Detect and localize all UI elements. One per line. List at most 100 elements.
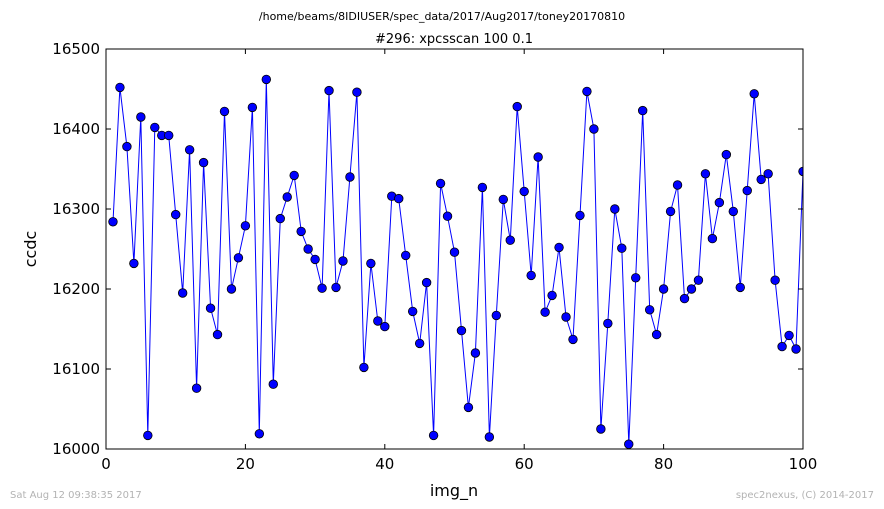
data-point — [345, 172, 355, 182]
data-point — [421, 277, 432, 288]
x-tick-label: 20 — [236, 455, 255, 473]
data-point — [226, 284, 237, 294]
data-point — [338, 256, 348, 266]
data-point — [435, 178, 446, 189]
data-point — [261, 74, 272, 85]
data-point — [164, 130, 174, 141]
y-axis-label: ccdc — [21, 231, 40, 268]
data-point — [136, 112, 146, 122]
data-point — [449, 247, 460, 257]
data-point — [603, 318, 613, 329]
data-point — [219, 106, 230, 117]
data-point — [240, 221, 251, 231]
data-point — [254, 429, 265, 439]
footer-credit: spec2nexus, (C) 2014-2017 — [736, 490, 874, 501]
data-point — [679, 293, 690, 304]
data-point — [324, 85, 334, 96]
data-point — [561, 312, 571, 322]
data-point — [624, 439, 634, 449]
data-point — [610, 204, 620, 214]
data-point — [373, 316, 383, 326]
data-point — [477, 182, 488, 193]
data-point — [143, 430, 153, 441]
series-line — [112, 79, 804, 445]
data-point — [108, 217, 118, 227]
chart-suptitle: /home/beams/8IDIUSER/spec_data/2017/Aug2… — [259, 10, 625, 23]
data-point — [791, 344, 801, 354]
data-point — [665, 206, 676, 217]
data-point — [463, 402, 474, 413]
data-point — [756, 174, 766, 185]
data-point — [491, 310, 502, 321]
footer-timestamp: Sat Aug 12 09:38:35 2017 — [10, 490, 142, 501]
x-tick-label: 80 — [654, 455, 673, 473]
data-point — [296, 226, 306, 237]
data-point — [631, 273, 641, 283]
data-point — [303, 244, 313, 254]
x-tick-label: 0 — [101, 455, 111, 473]
data-point — [617, 243, 627, 253]
data-point — [519, 186, 529, 197]
data-point — [122, 141, 132, 152]
data-point — [442, 211, 453, 221]
data-point — [401, 250, 411, 261]
data-point — [742, 185, 752, 196]
data-point — [198, 157, 209, 168]
data-point — [644, 305, 655, 315]
x-axis-label: img_n — [430, 481, 478, 501]
data-point — [317, 283, 327, 293]
data-point — [170, 209, 181, 220]
data-point — [247, 102, 258, 113]
data-point — [184, 145, 195, 155]
data-point — [672, 180, 683, 190]
data-point — [407, 306, 418, 317]
y-tick-label: 16300 — [52, 200, 100, 218]
data-point — [686, 284, 697, 294]
data-point — [275, 213, 285, 224]
y-tick-label: 16200 — [52, 280, 100, 298]
data-point — [505, 235, 515, 245]
x-tick-label: 60 — [515, 455, 534, 473]
data-point — [714, 197, 725, 208]
data-point — [547, 290, 557, 301]
data-point — [651, 329, 662, 340]
y-tick-label: 16100 — [52, 360, 100, 378]
plot-area-frame — [105, 48, 804, 450]
data-point — [414, 338, 425, 349]
data-point — [693, 275, 704, 285]
data-point — [380, 321, 390, 332]
data-point — [115, 82, 125, 93]
data-point — [129, 258, 139, 269]
data-point — [177, 288, 188, 298]
data-point — [735, 282, 745, 293]
data-point — [589, 124, 599, 134]
data-point — [310, 254, 320, 265]
chart-title: #296: xpcsscan 100 0.1 — [375, 32, 533, 47]
data-point — [394, 193, 404, 204]
data-point — [512, 101, 522, 112]
data-point — [289, 170, 299, 181]
data-point — [700, 169, 711, 179]
data-point — [498, 194, 508, 205]
data-point — [777, 341, 787, 352]
data-point — [191, 383, 202, 393]
series-markers — [108, 74, 803, 449]
y-tick-label: 16500 — [52, 40, 100, 58]
data-point — [784, 330, 794, 341]
data-point — [331, 282, 341, 293]
data-point — [707, 233, 718, 244]
data-point — [770, 275, 780, 285]
data-point — [282, 192, 292, 202]
y-tick-label: 16400 — [52, 120, 100, 138]
data-point — [526, 270, 536, 281]
data-point — [456, 325, 467, 336]
data-point — [568, 334, 578, 345]
data-point — [540, 307, 550, 317]
x-tick-label: 40 — [375, 455, 394, 473]
data-point — [749, 89, 759, 99]
data-point — [637, 105, 648, 116]
data-point — [798, 166, 803, 177]
data-point — [359, 362, 369, 373]
data-point — [205, 303, 216, 313]
